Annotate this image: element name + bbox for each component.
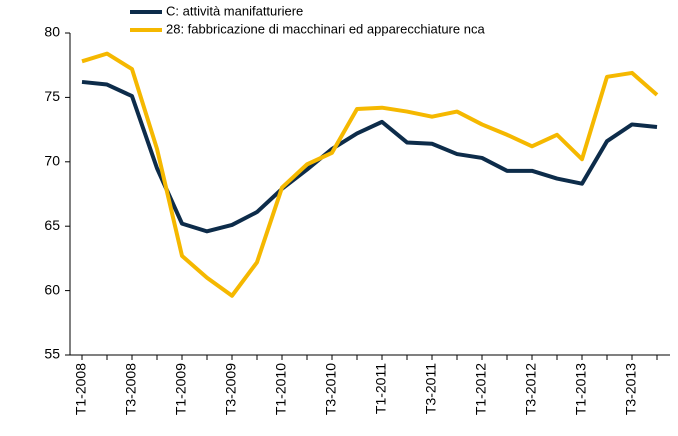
series-line	[81, 79, 658, 234]
x-tick-label: T1-2010	[273, 363, 289, 415]
y-tick-label: 65	[44, 217, 60, 233]
legend-label: 28: fabbricazione di macchinari ed appar…	[166, 21, 485, 36]
legend-label: C: attività manifatturiere	[166, 3, 303, 18]
x-tick-label: T3-2010	[323, 363, 339, 415]
x-tick-label: T3-2011	[423, 363, 439, 414]
y-tick-label: 55	[44, 346, 60, 362]
x-tick-label: T1-2008	[73, 363, 89, 415]
y-tick-label: 70	[44, 153, 60, 169]
x-tick-label: T1-2009	[173, 363, 189, 415]
series-line	[81, 51, 659, 298]
x-tick-label: T3-2012	[523, 363, 539, 415]
x-tick-label: T3-2013	[623, 363, 639, 415]
x-tick-label: T1-2012	[473, 363, 489, 415]
x-tick-label: T3-2008	[123, 363, 139, 415]
x-tick-label: T1-2011	[373, 363, 389, 414]
y-tick-label: 80	[44, 24, 60, 40]
y-tick-label: 75	[44, 88, 60, 104]
y-tick-label: 60	[44, 281, 60, 297]
x-tick-label: T3-2009	[223, 363, 239, 415]
x-tick-label: T1-2013	[573, 363, 589, 415]
